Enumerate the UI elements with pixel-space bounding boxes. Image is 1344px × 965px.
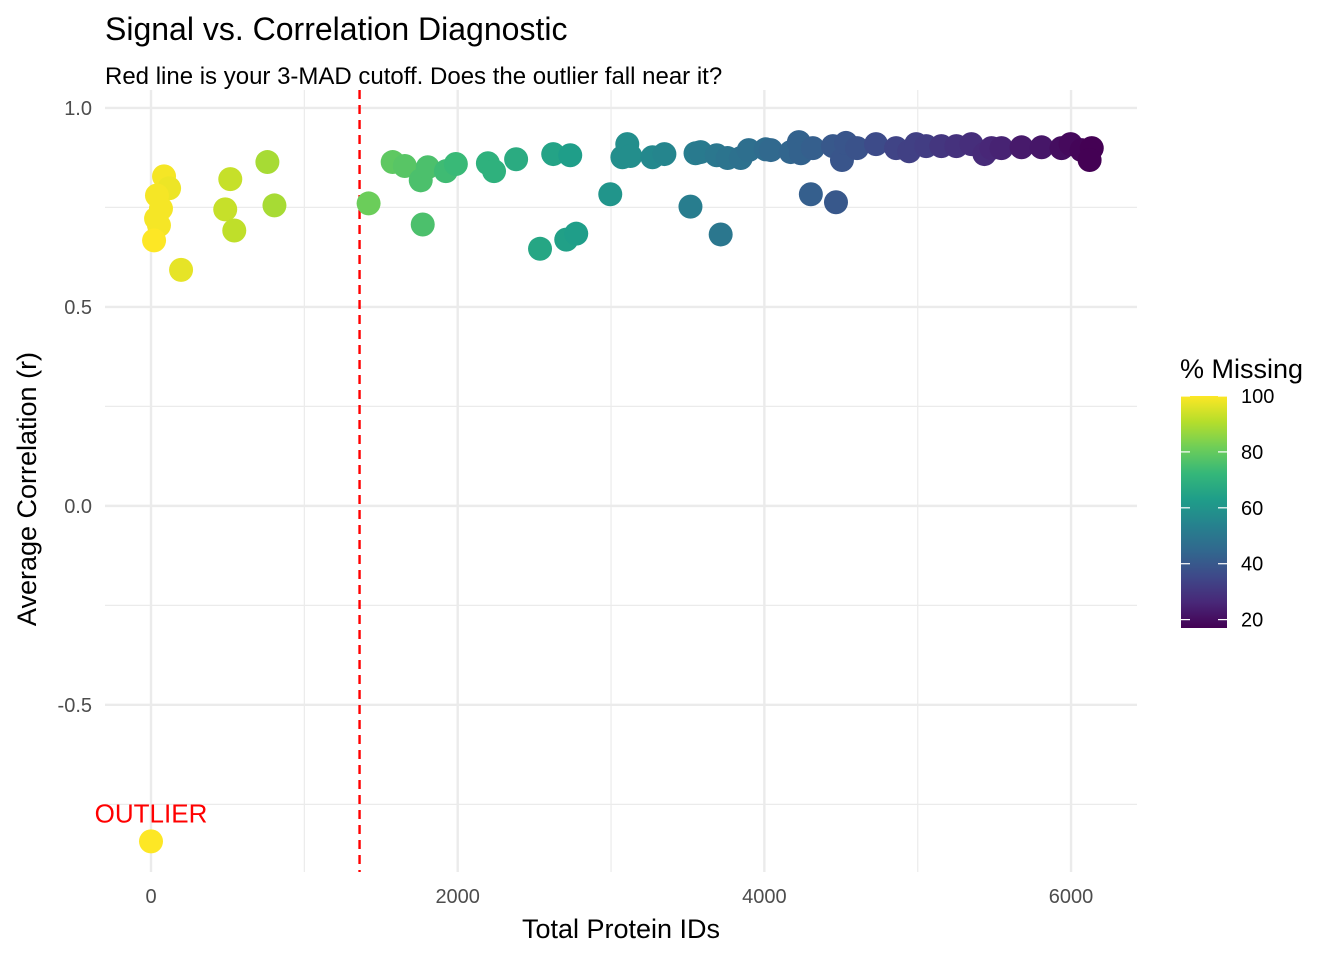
- data-point: [482, 159, 507, 184]
- colorbar-tick-label: 60: [1241, 498, 1263, 520]
- data-point: [1077, 148, 1102, 173]
- data-point: [558, 143, 583, 168]
- y-tick-label: 0.5: [64, 297, 92, 319]
- data-point: [598, 182, 623, 207]
- data-point: [504, 147, 529, 172]
- x-axis-label: Total Protein IDs: [522, 914, 720, 944]
- data-point: [255, 150, 280, 175]
- colorbar-tick-label: 80: [1241, 442, 1263, 464]
- x-tick-label: 2000: [435, 886, 480, 908]
- data-point: [564, 221, 589, 246]
- data-point: [798, 182, 823, 207]
- legend-title: % Missing: [1180, 354, 1303, 384]
- grid: [105, 90, 1137, 872]
- data-point: [262, 193, 287, 218]
- colorbar-tick-label: 100: [1241, 386, 1274, 408]
- data-point: [142, 228, 167, 253]
- data-point: [678, 194, 703, 219]
- data-point: [356, 191, 381, 216]
- data-point: [541, 142, 566, 167]
- outlier-annotation: OUTLIER: [95, 798, 208, 828]
- y-axis-ticks: -0.5 0.0 0.5 1.0: [58, 98, 92, 717]
- data-point: [844, 136, 869, 161]
- data-point: [218, 167, 243, 192]
- data-point: [392, 154, 417, 179]
- colorbar-tick-label: 20: [1241, 610, 1263, 632]
- data-point: [708, 222, 733, 247]
- y-axis-label: Average Correlation (r): [12, 352, 42, 626]
- y-tick-label: 0.0: [64, 496, 92, 518]
- data-point: [213, 197, 238, 222]
- chart-subtitle: Red line is your 3-MAD cutoff. Does the …: [105, 63, 722, 90]
- data-point: [528, 236, 553, 261]
- x-tick-label: 6000: [1049, 886, 1094, 908]
- x-tick-label: 0: [145, 886, 156, 908]
- data-point: [864, 132, 889, 157]
- x-axis-ticks: 0 2000 4000 6000: [145, 886, 1093, 908]
- data-point: [800, 136, 825, 161]
- data-point: [652, 142, 677, 167]
- chart-title: Signal vs. Correlation Diagnostic: [105, 11, 567, 47]
- data-point: [823, 190, 848, 215]
- colorbar-tick-label: 40: [1241, 554, 1263, 576]
- data-point: [1029, 135, 1054, 160]
- data-point: [169, 257, 194, 282]
- data-point: [222, 218, 247, 243]
- y-tick-label: -0.5: [58, 695, 92, 717]
- data-point: [1009, 135, 1034, 160]
- data-point: [139, 829, 164, 854]
- data-point: [415, 155, 440, 180]
- data-point: [736, 138, 761, 163]
- legend-colorbar: % Missing 20 40 60 80 100: [1180, 354, 1303, 632]
- data-point: [443, 152, 468, 177]
- points: [139, 130, 1104, 854]
- data-point: [758, 138, 783, 163]
- data-point: [989, 136, 1014, 161]
- data-point: [410, 212, 435, 237]
- colorbar: [1181, 396, 1227, 628]
- x-tick-label: 4000: [742, 886, 787, 908]
- data-point: [618, 144, 643, 169]
- y-tick-label: 1.0: [64, 98, 92, 120]
